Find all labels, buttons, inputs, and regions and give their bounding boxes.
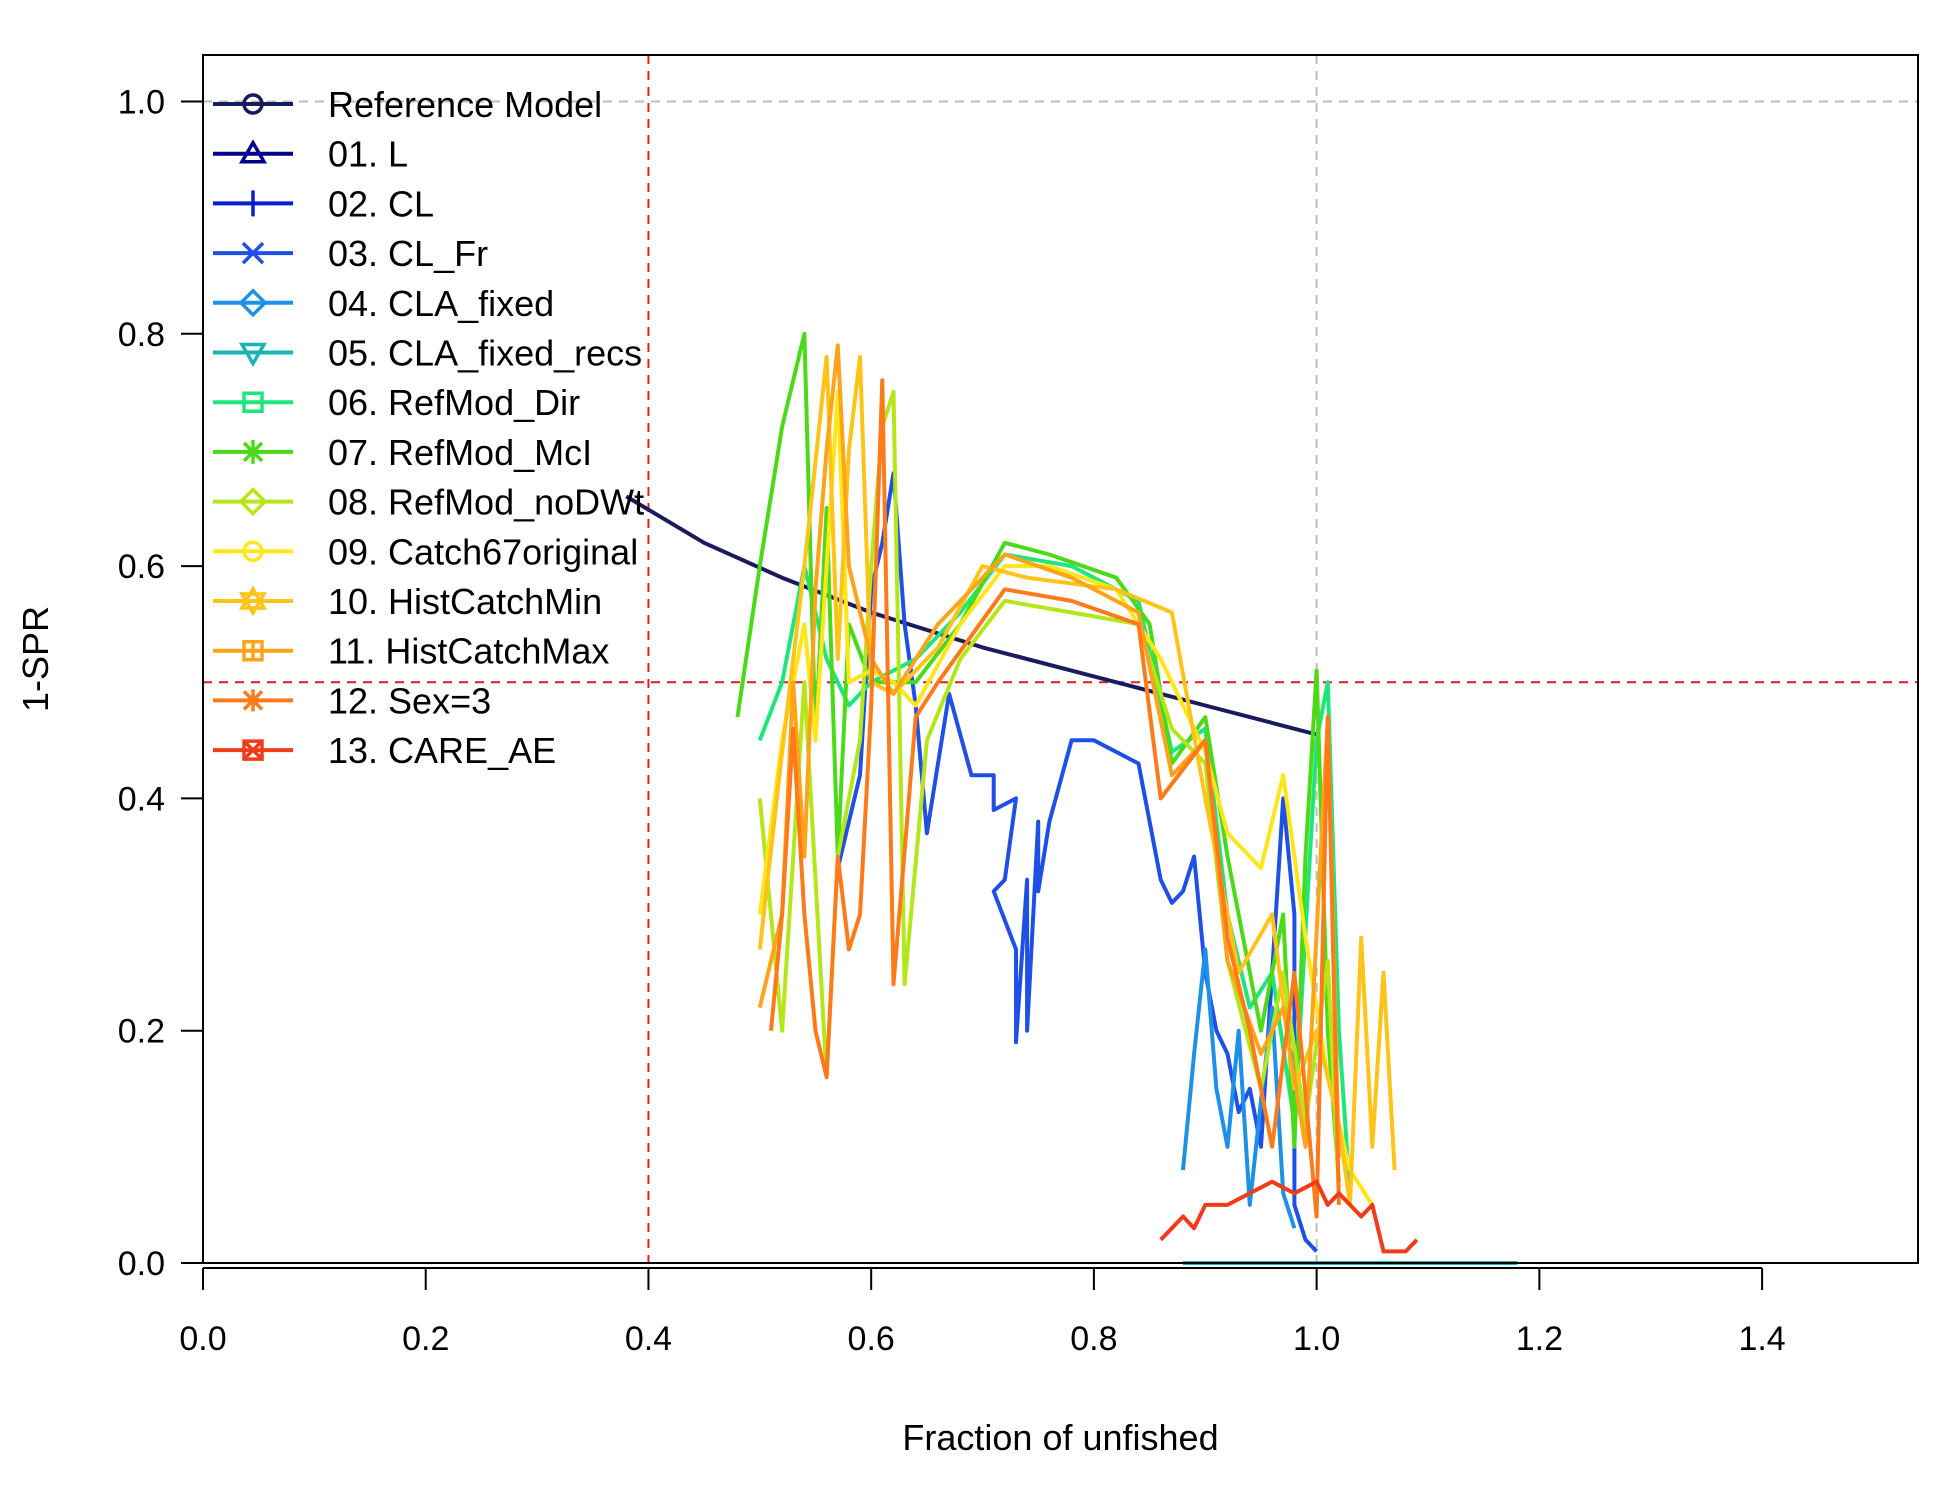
legend-marker [238,342,268,367]
legend-label: 10. HistCatchMin [328,581,602,622]
y-tick-label: 0.6 [118,548,165,586]
legend-label: 09. Catch67original [328,531,638,572]
legend-label: 08. RefMod_noDWt [328,482,644,523]
legend-marker [238,288,268,318]
legend-marker [242,689,264,712]
x-tick-label: 1.4 [1738,1320,1785,1358]
legend-marker [238,585,268,617]
series-line-4 [1181,947,1297,1229]
legend-marker [241,439,265,464]
x-tick-label: 0.6 [848,1320,895,1358]
reference-lines [203,55,1918,1263]
series-line-6 [757,552,1352,1194]
legend-marker [242,93,264,115]
y-tick-label: 0.8 [118,316,165,354]
legend-label: 03. CL_Fr [328,233,488,274]
legend-marker [238,139,268,164]
x-axis: 0.0 0.2 0.4 0.6 0.8 1.0 1.2 1.4 [179,1267,1786,1358]
legend-marker [241,241,265,265]
x-tick-label: 0.4 [625,1320,672,1358]
y-tick-label: 0.2 [118,1013,165,1051]
series-line-9 [757,389,1374,1206]
legend-label: 01. L [328,134,408,175]
x-tick-label: 0.8 [1070,1320,1117,1358]
series-layer [625,331,1518,1265]
y-axis: 0.0 0.2 0.4 0.6 0.8 1.0 [118,83,204,1283]
legend-marker [242,540,264,563]
legend-marker [242,739,264,761]
series-line-13 [1159,1179,1419,1254]
x-axis-title: Fraction of unfished [902,1417,1218,1458]
legend-marker [240,190,266,217]
legend-label: 11. HistCatchMax [328,631,609,672]
legend-label: 05. CLA_fixed_recs [328,333,642,374]
y-axis-title: 1-SPR [15,606,56,712]
legend-marker [242,639,264,662]
series-line-3 [835,471,1319,1253]
x-tick-label: 0.0 [179,1320,226,1358]
series-line-11 [757,343,1341,1159]
x-tick-label: 1.0 [1293,1320,1340,1358]
legend-label: 02. CL [328,183,434,224]
y-tick-label: 1.0 [118,83,165,121]
legend-marker [238,487,268,517]
series-line-10 [757,355,1397,1207]
x-tick-label: 1.2 [1516,1320,1563,1358]
legend-label: 13. CARE_AE [328,730,556,771]
y-tick-label: 0.0 [118,1245,165,1283]
legend-label: 12. Sex=3 [328,680,491,721]
series-line-0 [625,494,1318,737]
y-tick-label: 0.4 [118,780,165,818]
series-line-12 [769,378,1341,1219]
legend-label: Reference Model [328,84,602,125]
x-tick-label: 0.2 [402,1320,449,1358]
legend: Reference Model 01. L 02. CL 03. CL_Fr 04. C… [213,84,644,771]
legend-marker [242,391,264,413]
legend-label: 06. RefMod_Dir [328,382,580,423]
legend-label: 04. CLA_fixed [328,283,554,324]
legend-label: 07. RefMod_McI [328,432,592,473]
